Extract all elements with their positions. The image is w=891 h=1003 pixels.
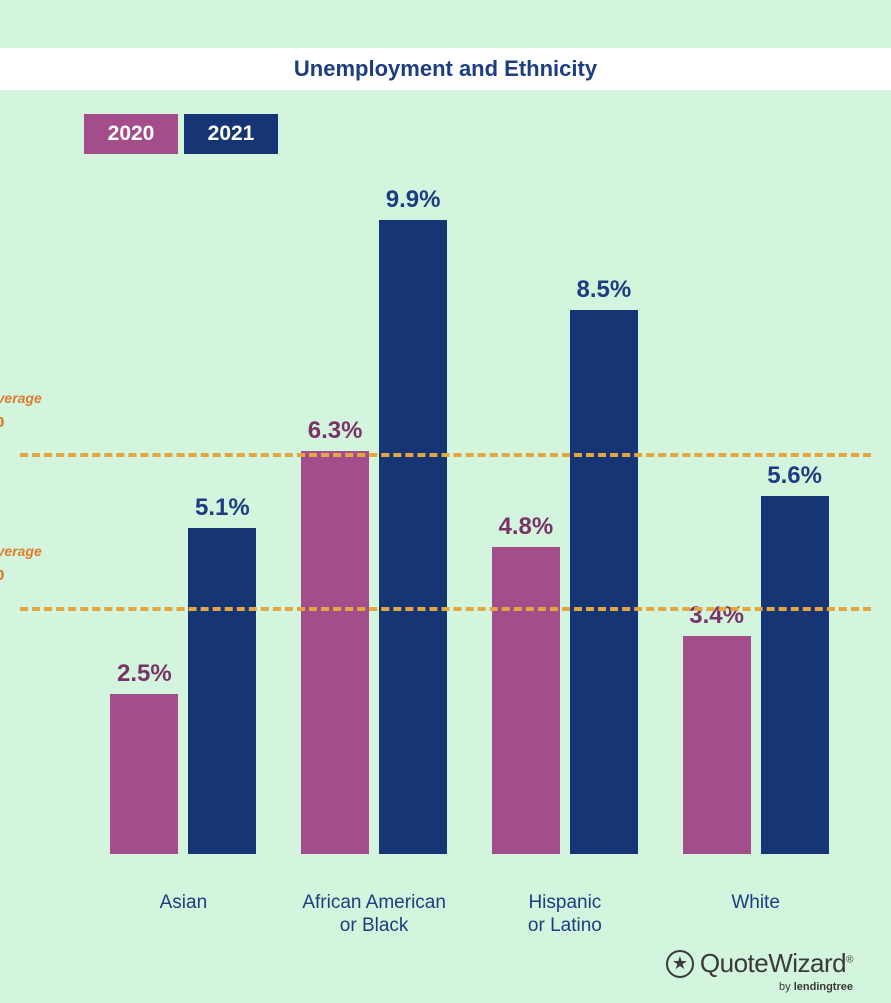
bar-value-label: 6.3% (308, 417, 363, 445)
attribution-brand: QuoteWizard® (700, 948, 853, 979)
chart-title: Unemployment and Ethnicity (294, 56, 597, 82)
chart-area: 2.5%5.1%6.3%9.9%4.8%8.5%3.4%5.6% 2021 Av… (20, 174, 871, 894)
reference-line-label: 2020 Average3.8% (0, 543, 42, 588)
x-axis-label: White (660, 892, 851, 938)
bar-value-label: 2.5% (117, 660, 172, 688)
x-axis-label: Asian (88, 892, 279, 938)
star-icon: ★ (666, 950, 694, 978)
bar-2020: 4.8% (492, 547, 560, 854)
reference-line: 2021 Average6.2% (20, 453, 871, 457)
bar-value-label: 9.9% (386, 186, 441, 214)
bar-group: 4.8%8.5% (470, 174, 661, 854)
x-axis-label: Hispanicor Latino (470, 892, 661, 938)
legend-swatch-2020: 2020 (84, 114, 178, 154)
bar-group: 2.5%5.1% (88, 174, 279, 854)
bar-value-label: 5.6% (767, 462, 822, 490)
legend-swatch-2021: 2021 (184, 114, 278, 154)
bar-group: 6.3%9.9% (279, 174, 470, 854)
bar-2020: 3.4% (683, 636, 751, 854)
bar-2021: 5.6% (761, 496, 829, 854)
bar-value-label: 5.1% (195, 494, 250, 522)
bar-2021: 9.9% (379, 220, 447, 854)
bar-value-label: 4.8% (499, 513, 554, 541)
bar-group: 3.4%5.6% (660, 174, 851, 854)
x-axis-labels: AsianAfrican Americanor BlackHispanicor … (88, 892, 851, 938)
x-axis-label: African Americanor Black (279, 892, 470, 938)
legend-label-2021: 2021 (208, 122, 255, 146)
bar-2021: 5.1% (188, 528, 256, 854)
bar-value-label: 8.5% (577, 276, 632, 304)
legend-label-2020: 2020 (108, 122, 155, 146)
attribution-logo: ★ QuoteWizard® by lendingtree (666, 948, 853, 979)
reference-line-label: 2021 Average6.2% (0, 390, 42, 435)
legend: 2020 2021 (84, 114, 891, 154)
bar-2020: 6.3% (301, 451, 369, 854)
chart-title-band: Unemployment and Ethnicity (0, 48, 891, 90)
bar-2020: 2.5% (110, 694, 178, 854)
attribution-byline: by lendingtree (779, 981, 853, 993)
bar-groups: 2.5%5.1%6.3%9.9%4.8%8.5%3.4%5.6% (88, 174, 851, 854)
reference-line: 2020 Average3.8% (20, 607, 871, 611)
bar-2021: 8.5% (570, 310, 638, 854)
plot-area: 2.5%5.1%6.3%9.9%4.8%8.5%3.4%5.6% 2021 Av… (88, 174, 851, 874)
